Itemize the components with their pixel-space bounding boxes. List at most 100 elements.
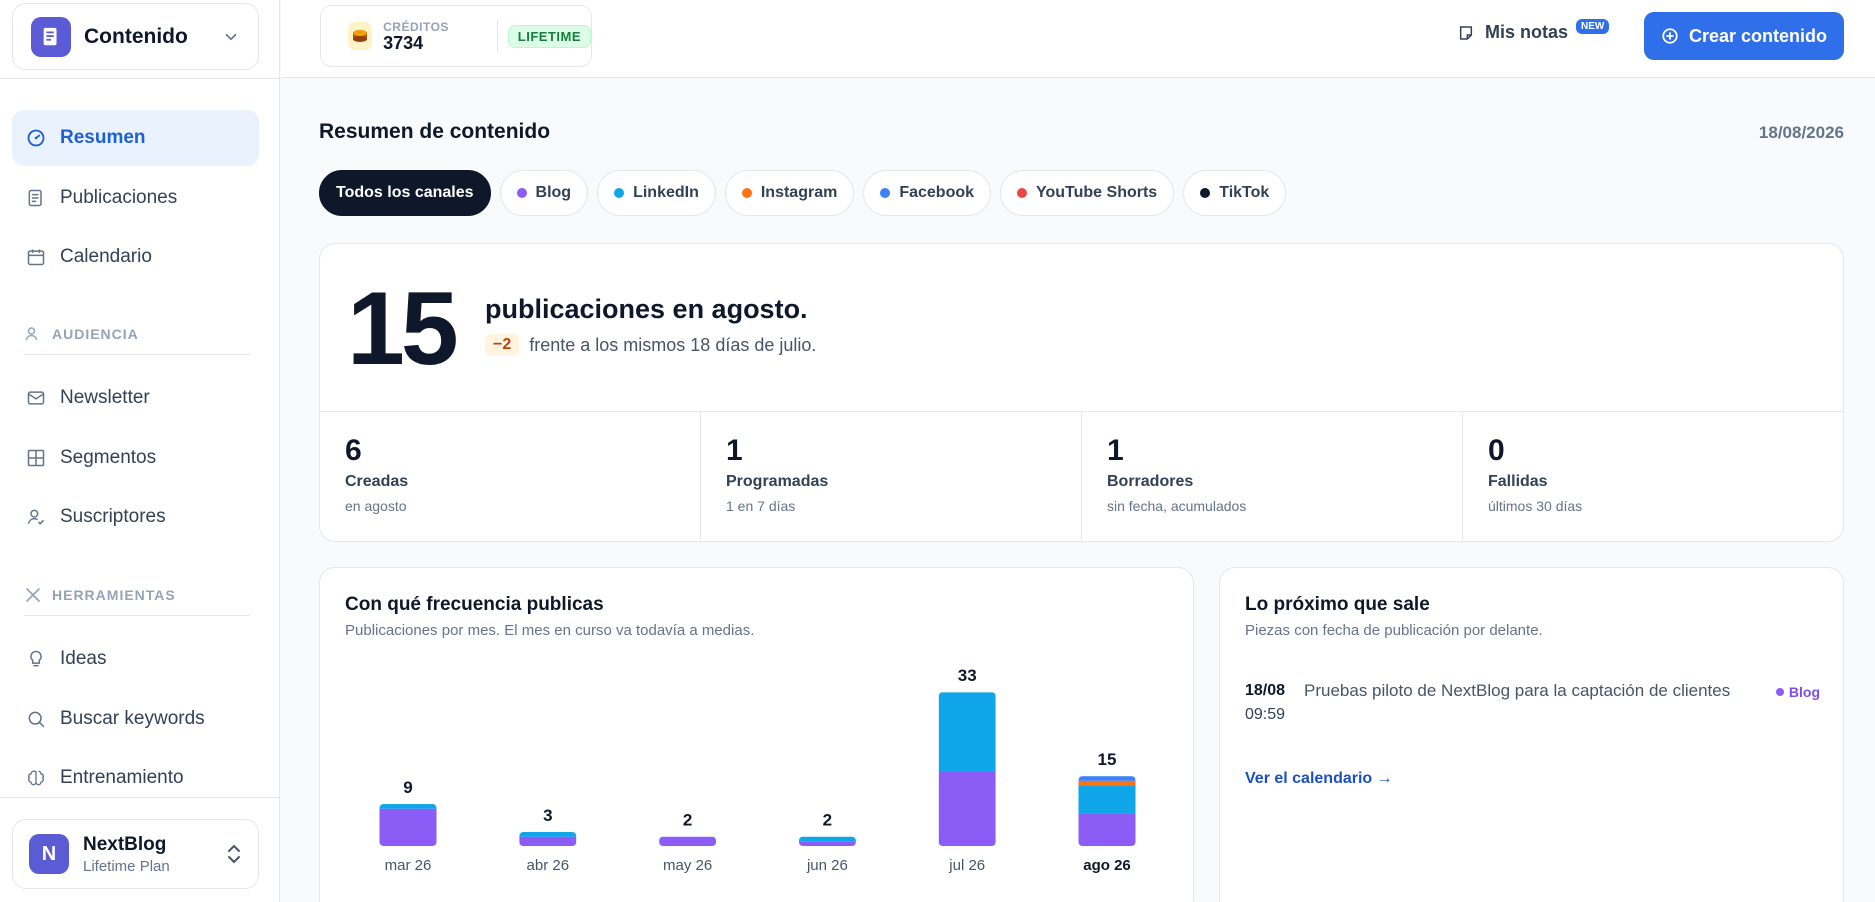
bar-segment [798,841,856,846]
summary-card: 15 publicaciones en agosto. −2 frente a … [319,243,1844,542]
document-icon [26,188,46,208]
workspace-name: Contenido [84,24,188,48]
bar-value-label: 33 [958,666,977,685]
bar-segment [1078,785,1136,814]
section-divider [24,354,250,355]
filter-label: TikTok [1219,184,1270,201]
sidebar-item-publicaciones[interactable]: Publicaciones [12,170,259,226]
channel-filters: Todos los canales Blog LinkedIn Instagra… [319,170,1295,216]
x-tick-label: jun 26 [806,857,848,874]
stat-value: 6 [345,434,362,467]
sidebar-item-resumen[interactable]: Resumen [12,110,259,166]
plan-badge: LIFETIME [507,24,591,48]
current-date: 18/08/2026 [1758,123,1844,142]
plus-circle-icon [1661,27,1679,45]
x-tick-label: abr 26 [527,857,570,874]
bar-segment [1078,776,1136,781]
credits-divider [496,19,498,53]
account-info: NextBlog Lifetime Plan [83,834,226,875]
bar-may-26 [659,836,717,846]
bar-value-label: 15 [1098,750,1117,769]
view-calendar-link[interactable]: Ver el calendario → [1245,770,1393,787]
filter-blog[interactable]: Blog [499,170,589,216]
card-subtitle: Publicaciones por mes. El mes en curso v… [345,622,755,639]
bar-ago-26 [1078,776,1136,846]
stat-value: 1 [726,434,743,467]
card-subtitle: Piezas con fecha de publicación por dela… [1245,622,1543,639]
account-switcher[interactable]: N NextBlog Lifetime Plan [12,819,259,889]
new-badge: NEW [1576,19,1610,34]
account-name: NextBlog [83,833,167,855]
card-title: Lo próximo que sale [1245,594,1430,615]
sidebar-item-label: Newsletter [60,387,150,408]
sidebar-item-segmentos[interactable]: Segmentos [12,430,259,486]
credits-value: 3734 [383,33,424,53]
bar-segment [938,692,996,772]
credits-widget[interactable]: CRÉDITOS 3734 LIFETIME [320,5,592,67]
tools-icon [24,586,42,604]
sidebar-item-ideas[interactable]: Ideas [12,631,259,687]
sidebar-item-label: Suscriptores [60,506,166,527]
bar-segment [519,836,577,846]
section-herramientas: HERRAMIENTAS [24,586,176,604]
user-check-icon [26,507,46,527]
filter-label: LinkedIn [633,184,699,201]
card-title: Con qué frecuencia publicas [345,594,604,615]
sidebar-item-label: Resumen [60,127,146,148]
sidebar-item-calendario[interactable]: Calendario [12,229,259,285]
sidebar-item-label: Buscar keywords [60,708,205,729]
section-divider [24,615,250,616]
credits-text: CRÉDITOS 3734 [383,20,449,52]
bar-segment [519,832,577,837]
note-icon [1458,25,1474,41]
gauge-icon [26,128,46,148]
sidebar-item-label: Publicaciones [60,187,178,208]
bar-value-label: 2 [683,811,692,830]
summary-comparison: −2 frente a los mismos 18 días de julio. [485,334,816,356]
sidebar-item-label: Entrenamiento [60,767,184,788]
avatar: N [29,834,69,874]
filter-label: Todos los canales [336,184,474,201]
stat-sub: en agosto [345,498,407,514]
notes-button[interactable]: Mis notas NEW [1458,19,1610,43]
filter-instagram[interactable]: Instagram [724,170,855,216]
filter-facebook[interactable]: Facebook [863,170,992,216]
sidebar-divider [0,78,280,79]
filter-label: Instagram [760,184,838,201]
brain-icon [26,768,46,788]
sidebar-item-entrenamiento[interactable]: Entrenamiento [12,750,259,806]
filter-youtube-shorts[interactable]: YouTube Shorts [1000,170,1175,216]
bar-segment [798,836,856,842]
filter-todos-los-canales[interactable]: Todos los canales [319,170,491,216]
sidebar-item-suscriptores[interactable]: Suscriptores [12,489,259,545]
stat-sub: últimos 30 días [1488,498,1583,514]
stat-label: Creadas [345,473,409,490]
sidebar: Contenido Resumen Publicaciones Calendar… [0,0,280,902]
chevron-up-down-icon [228,844,240,864]
account-plan: Lifetime Plan [83,857,170,875]
sidebar-item-label: Ideas [60,648,107,669]
lightbulb-icon [26,649,46,669]
filter-linkedin[interactable]: LinkedIn [597,170,716,216]
mail-icon [26,388,46,408]
credits-label: CRÉDITOS [383,20,449,34]
channel-dot [741,188,752,198]
top-header: CRÉDITOS 3734 LIFETIME Mis notas NEW Cre… [281,0,1875,78]
stat-programadas: 1 Programadas 1 en 7 días [701,412,1082,541]
channel-dot [1775,688,1784,696]
delta-badge: −2 [485,334,520,356]
filter-tiktok[interactable]: TikTok [1183,170,1287,216]
stats-row: 6 Creadas en agosto 1 Programadas 1 en 7… [320,411,1843,541]
bar-segment [1078,780,1136,786]
bar-segment [938,771,996,846]
filter-label: Facebook [899,184,975,201]
bar-segment [379,808,437,846]
stat-label: Programadas [726,473,829,490]
workspace-switcher[interactable]: Contenido [12,3,259,70]
document-app-icon [31,16,71,57]
bar-value-label: 2 [823,811,832,830]
sidebar-item-buscar-keywords[interactable]: Buscar keywords [12,691,259,747]
bar-segment [659,836,717,846]
create-content-button[interactable]: Crear contenido [1644,12,1844,60]
sidebar-item-newsletter[interactable]: Newsletter [12,370,259,426]
